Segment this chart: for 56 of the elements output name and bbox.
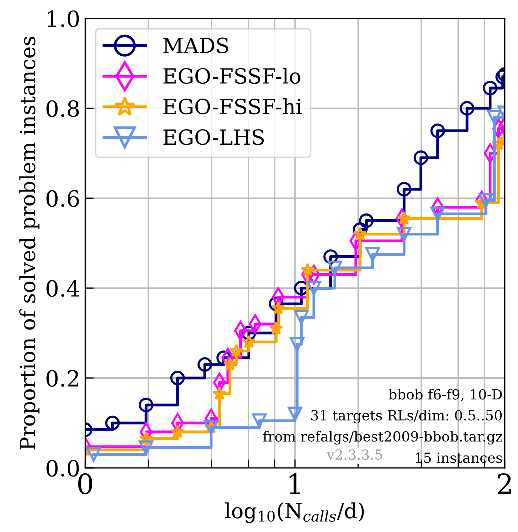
point: [397, 227, 412, 242]
point: [487, 110, 502, 125]
y-axis-title: Proportion of solved problem instances: [20, 36, 40, 450]
y-tick-label: 1.0: [48, 10, 80, 28]
point: [288, 406, 303, 422]
annotation: 31 targets RLs/dim: 0.5..50: [312, 410, 502, 424]
y-tick-label: 0.8: [46, 100, 80, 118]
point: [397, 211, 412, 225]
point: [300, 263, 315, 276]
point: [478, 193, 494, 208]
point: [139, 398, 154, 413]
y-tick-label: 0.6: [46, 190, 80, 208]
point: [139, 432, 154, 446]
point: [397, 182, 412, 197]
point: [290, 337, 305, 352]
point: [366, 247, 380, 262]
point: [483, 81, 498, 96]
point: [460, 101, 475, 116]
point: [252, 414, 267, 428]
point: [359, 214, 374, 228]
legend-label: EGO-FSSF-lo: [164, 68, 301, 84]
x-axis-title: log$_{10}$(N$_{calls}$/d): [225, 502, 364, 524]
point: [230, 344, 244, 358]
legend-label: EGO-LHS: [164, 129, 264, 146]
point: [198, 357, 212, 372]
annotation: bbob f6-f9, 10-D: [388, 389, 502, 402]
point: [306, 281, 322, 296]
point: [353, 227, 368, 240]
legend-label: MADS: [164, 38, 228, 54]
point: [430, 124, 446, 138]
point: [105, 416, 120, 430]
point: [271, 301, 286, 315]
legend-label: EGO-FSSF-hi: [164, 98, 302, 115]
annotation: 15 instances: [416, 452, 502, 464]
point: [170, 370, 186, 386]
point: [328, 260, 342, 276]
point: [223, 357, 238, 371]
y-tick-label: 0.2: [46, 370, 78, 388]
point: [294, 310, 309, 325]
y-tick-label: 0.4: [46, 280, 80, 298]
point: [269, 322, 284, 335]
x-tick-label: 0: [78, 474, 92, 495]
point: [324, 250, 338, 264]
point: [414, 150, 428, 166]
annotation: from refalgs/best2009-bbob.tar.gz: [263, 431, 502, 445]
annotation: v2.3.3.5: [326, 450, 382, 460]
point: [430, 206, 446, 222]
point: [212, 386, 227, 400]
x-tick-label: 2: [498, 474, 512, 494]
point: [170, 424, 185, 438]
x-tick-label: 1: [290, 474, 300, 494]
y-tick-label: 0.0: [46, 460, 80, 477]
point: [139, 440, 154, 456]
point: [492, 137, 506, 151]
point: [242, 334, 256, 348]
point: [86, 447, 102, 462]
